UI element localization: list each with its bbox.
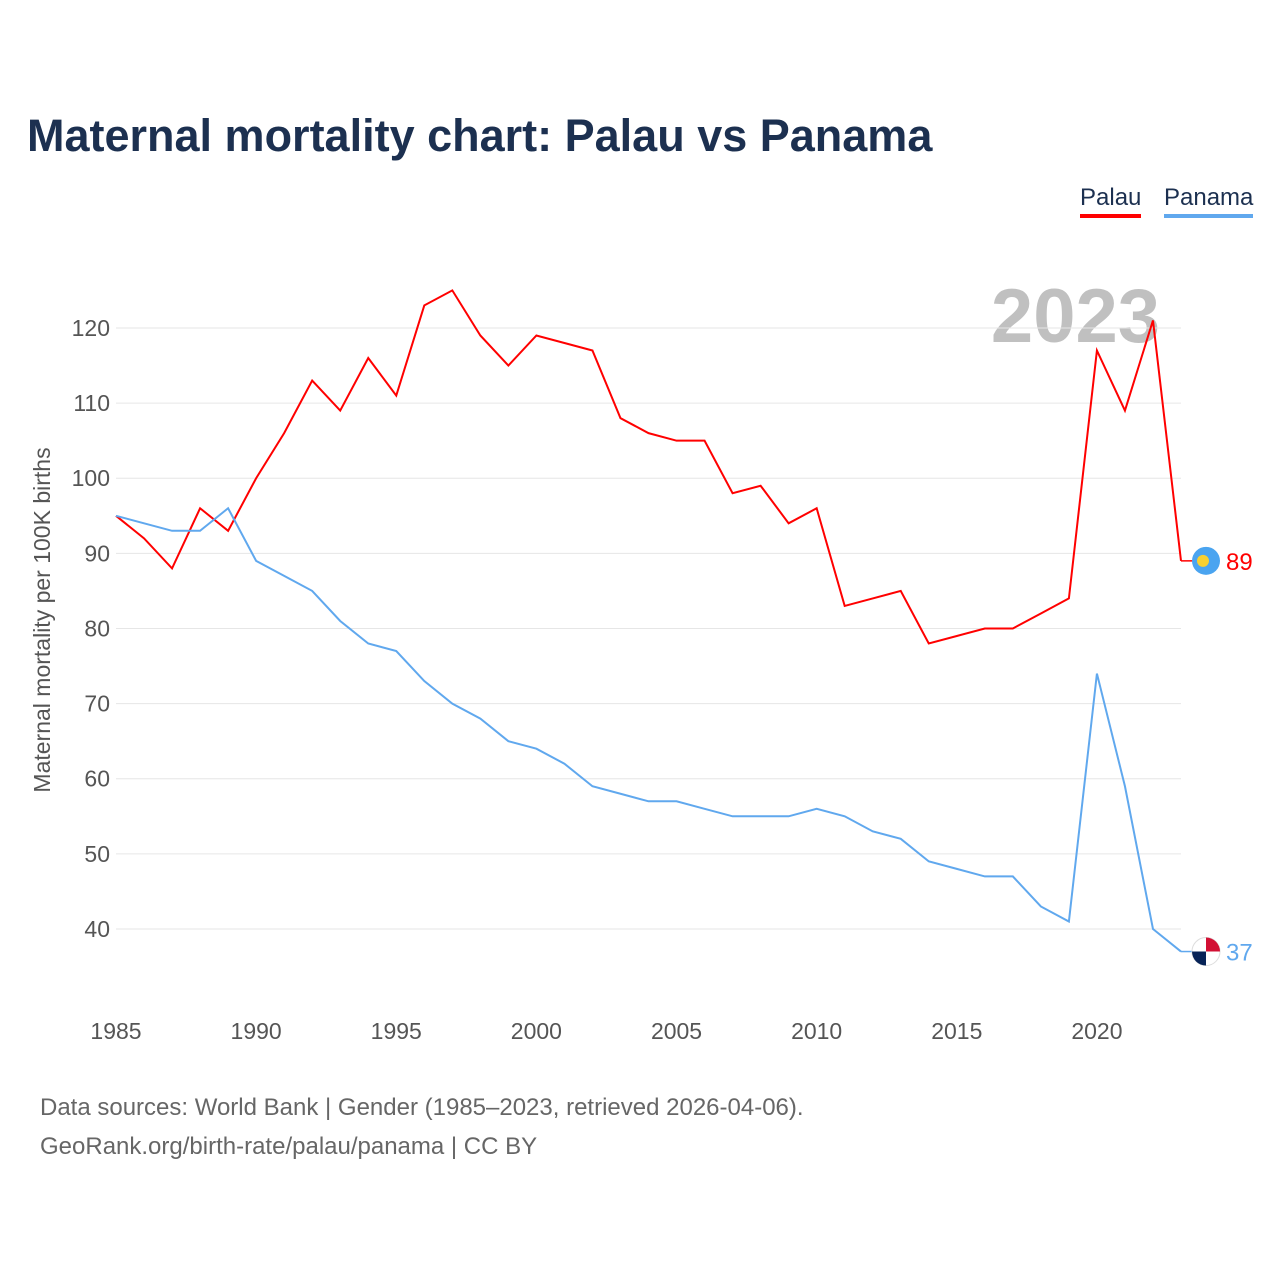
series-line-palau: [115, 289, 1182, 645]
y-tick-label: 110: [73, 390, 110, 416]
panama-flag-blue: [1192, 951, 1206, 966]
legend-panama[interactable]: Panama: [1164, 184, 1254, 218]
y-tick-label: 70: [84, 691, 110, 717]
y-axis-label: Maternal mortality per 100K births: [29, 447, 55, 792]
y-tick-label: 90: [84, 540, 110, 566]
x-tick-label: 2000: [511, 1018, 562, 1044]
end-value-label: 89: [1226, 549, 1253, 576]
footer-link[interactable]: GeoRank.org/birth-rate/palau/panama | CC…: [40, 1133, 538, 1160]
y-tick-label: 120: [72, 315, 110, 341]
footer-source: Data sources: World Bank | Gender (1985–…: [40, 1094, 804, 1121]
year-watermark: 2023: [991, 274, 1160, 359]
x-tick-label: 2005: [651, 1018, 702, 1044]
series-line-panama: [115, 506, 1182, 953]
footer: Data sources: World Bank | Gender (1985–…: [40, 1088, 804, 1166]
x-tick-label: 1995: [371, 1018, 422, 1044]
y-tick-label: 40: [84, 916, 110, 942]
end-value-label: 37: [1226, 940, 1253, 967]
x-tick-label: 1990: [231, 1018, 282, 1044]
x-tick-label: 2015: [931, 1018, 982, 1044]
y-tick-label: 80: [84, 615, 110, 641]
palau-flag-moon: [1197, 554, 1209, 567]
x-tick-label: 1985: [90, 1018, 141, 1044]
chart-title: Maternal mortality chart: Palau vs Panam…: [27, 110, 933, 161]
legend-palau[interactable]: Palau: [1080, 184, 1142, 218]
x-tick-label: 2020: [1071, 1018, 1122, 1044]
y-tick-label: 100: [72, 465, 110, 491]
y-tick-label: 50: [84, 841, 110, 867]
y-tick-label: 60: [84, 766, 110, 792]
panama-flag-red: [1206, 937, 1220, 952]
x-tick-label: 2010: [791, 1018, 842, 1044]
